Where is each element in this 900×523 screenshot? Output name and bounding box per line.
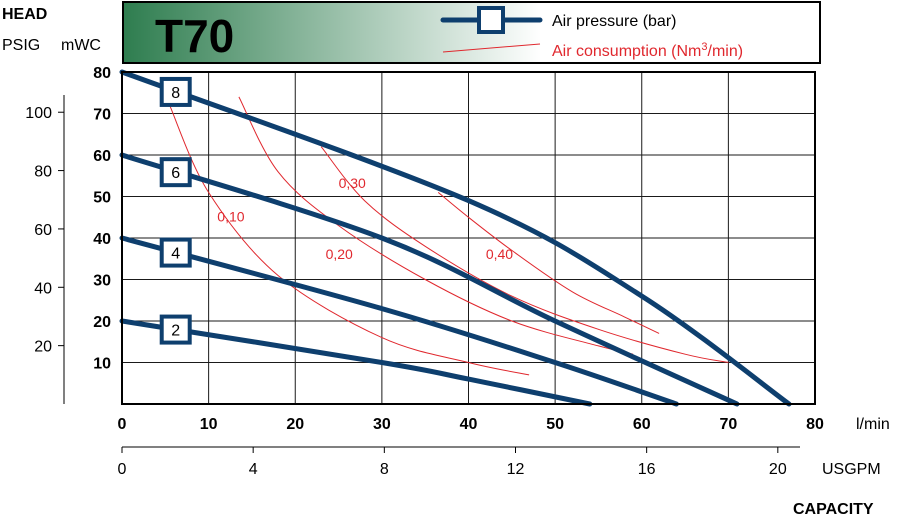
x-unit-label: l/min [856, 416, 890, 433]
x-tick-label: 70 [719, 416, 737, 433]
consumption-curve-0-30 [320, 146, 729, 363]
model-title: T70 [155, 10, 234, 62]
pressure-marker-label-6: 6 [171, 165, 180, 182]
usgpm-tick-label: 8 [380, 461, 389, 478]
consumption-label-0-40: 0,40 [486, 246, 513, 262]
legend-consumption-suffix: /min) [708, 43, 744, 60]
consumption-curve-0-20 [238, 96, 634, 355]
psig-tick-label: 20 [34, 339, 52, 356]
legend-consumption-prefix: Air consumption (Nm [552, 43, 701, 60]
pressure-curve-6-bar [119, 152, 740, 407]
pressure-marker-label-8: 8 [171, 85, 180, 102]
consumption-curves [169, 96, 729, 376]
x-tick-label: 20 [286, 416, 304, 433]
usgpm-tick-label: 0 [118, 461, 127, 478]
psig-label: PSIG [2, 37, 40, 54]
legend-pressure-label: Air pressure (bar) [552, 13, 676, 30]
legend-consumption-label: Air consumption (Nm3/min) [552, 41, 743, 60]
x-axis-ticks: 0 10 20 30 40 50 60 70 80 [118, 416, 824, 433]
psig-tick-label: 40 [34, 280, 52, 297]
head-label: HEAD [2, 6, 47, 23]
legend-consumption-sup: 3 [701, 41, 707, 53]
psig-tick-label: 100 [25, 105, 52, 122]
x-tick-label: 60 [633, 416, 651, 433]
usgpm-tick-label: 4 [249, 461, 258, 478]
mwc-label: mWC [61, 37, 101, 54]
x-tick-label: 80 [806, 416, 824, 433]
y-tick-label: 50 [93, 190, 111, 207]
usgpm-tick-label: 20 [769, 461, 787, 478]
plot-frame [121, 71, 816, 405]
legend-pressure-marker [477, 6, 505, 34]
y-tick-label: 80 [93, 65, 111, 82]
pressure-marker-label-4: 4 [171, 246, 180, 263]
pressure-marker-4 [159, 237, 192, 268]
capacity-label: CAPACITY [793, 501, 874, 518]
pressure-curve-8-bar [119, 69, 792, 407]
x-tick-label: 10 [200, 416, 218, 433]
y-tick-label: 20 [93, 314, 111, 331]
consumption-label-0-10: 0,10 [217, 208, 244, 224]
psig-tick-label: 80 [34, 164, 52, 181]
pressure-marker-8 [159, 76, 192, 107]
consumption-curve-0-10 [169, 104, 530, 376]
psig-axis-ticks: 20 40 60 80 100 [25, 105, 64, 356]
usgpm-tick-label: 12 [507, 461, 525, 478]
usgpm-axis-ticks: 0 4 8 12 16 20 [118, 447, 787, 478]
pressure-marker-label-2: 2 [171, 323, 180, 340]
y-tick-label: 10 [93, 356, 111, 373]
consumption-curve-0-40 [437, 192, 660, 334]
x-tick-label: 50 [546, 416, 564, 433]
pressure-curve-4-bar [119, 235, 679, 407]
consumption-label-0-20: 0,20 [326, 246, 353, 262]
pressure-curves [119, 69, 792, 407]
consumption-label-0-30: 0,30 [339, 175, 366, 191]
legend-consumption-line [442, 43, 541, 53]
y-tick-label: 40 [93, 231, 111, 248]
legend: Air pressure (bar) Air consumption (Nm3/… [440, 6, 743, 60]
psig-tick-label: 60 [34, 222, 52, 239]
x2-unit-label: USGPM [822, 461, 881, 478]
x-tick-label: 30 [373, 416, 391, 433]
y-tick-label: 60 [93, 148, 111, 165]
pressure-marker-6 [159, 157, 192, 188]
y-axis-ticks: 10 20 30 40 50 60 70 80 [93, 65, 111, 373]
x-tick-label: 0 [118, 416, 127, 433]
pressure-curve-2-bar [119, 318, 593, 407]
grid [122, 72, 815, 404]
pressure-markers: 8 6 4 2 [159, 76, 192, 345]
usgpm-tick-label: 16 [638, 461, 656, 478]
y-tick-label: 30 [93, 273, 111, 290]
x-tick-label: 40 [460, 416, 478, 433]
y-tick-label: 70 [93, 107, 111, 124]
consumption-labels: 0,10 0,20 0,30 0,40 [217, 175, 513, 262]
pressure-marker-2 [159, 314, 192, 345]
header-box [122, 1, 821, 64]
